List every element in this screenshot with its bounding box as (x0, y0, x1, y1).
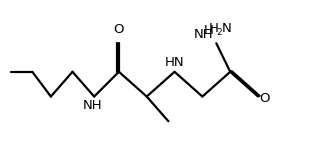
Text: O: O (114, 23, 124, 36)
Text: NH: NH (83, 99, 102, 112)
Text: N: N (222, 22, 232, 35)
Text: NH: NH (193, 28, 213, 41)
Text: 2: 2 (216, 28, 222, 37)
Text: H: H (209, 22, 219, 35)
Text: H: H (203, 24, 213, 37)
Text: HN: HN (165, 56, 184, 69)
Text: O: O (260, 92, 270, 105)
